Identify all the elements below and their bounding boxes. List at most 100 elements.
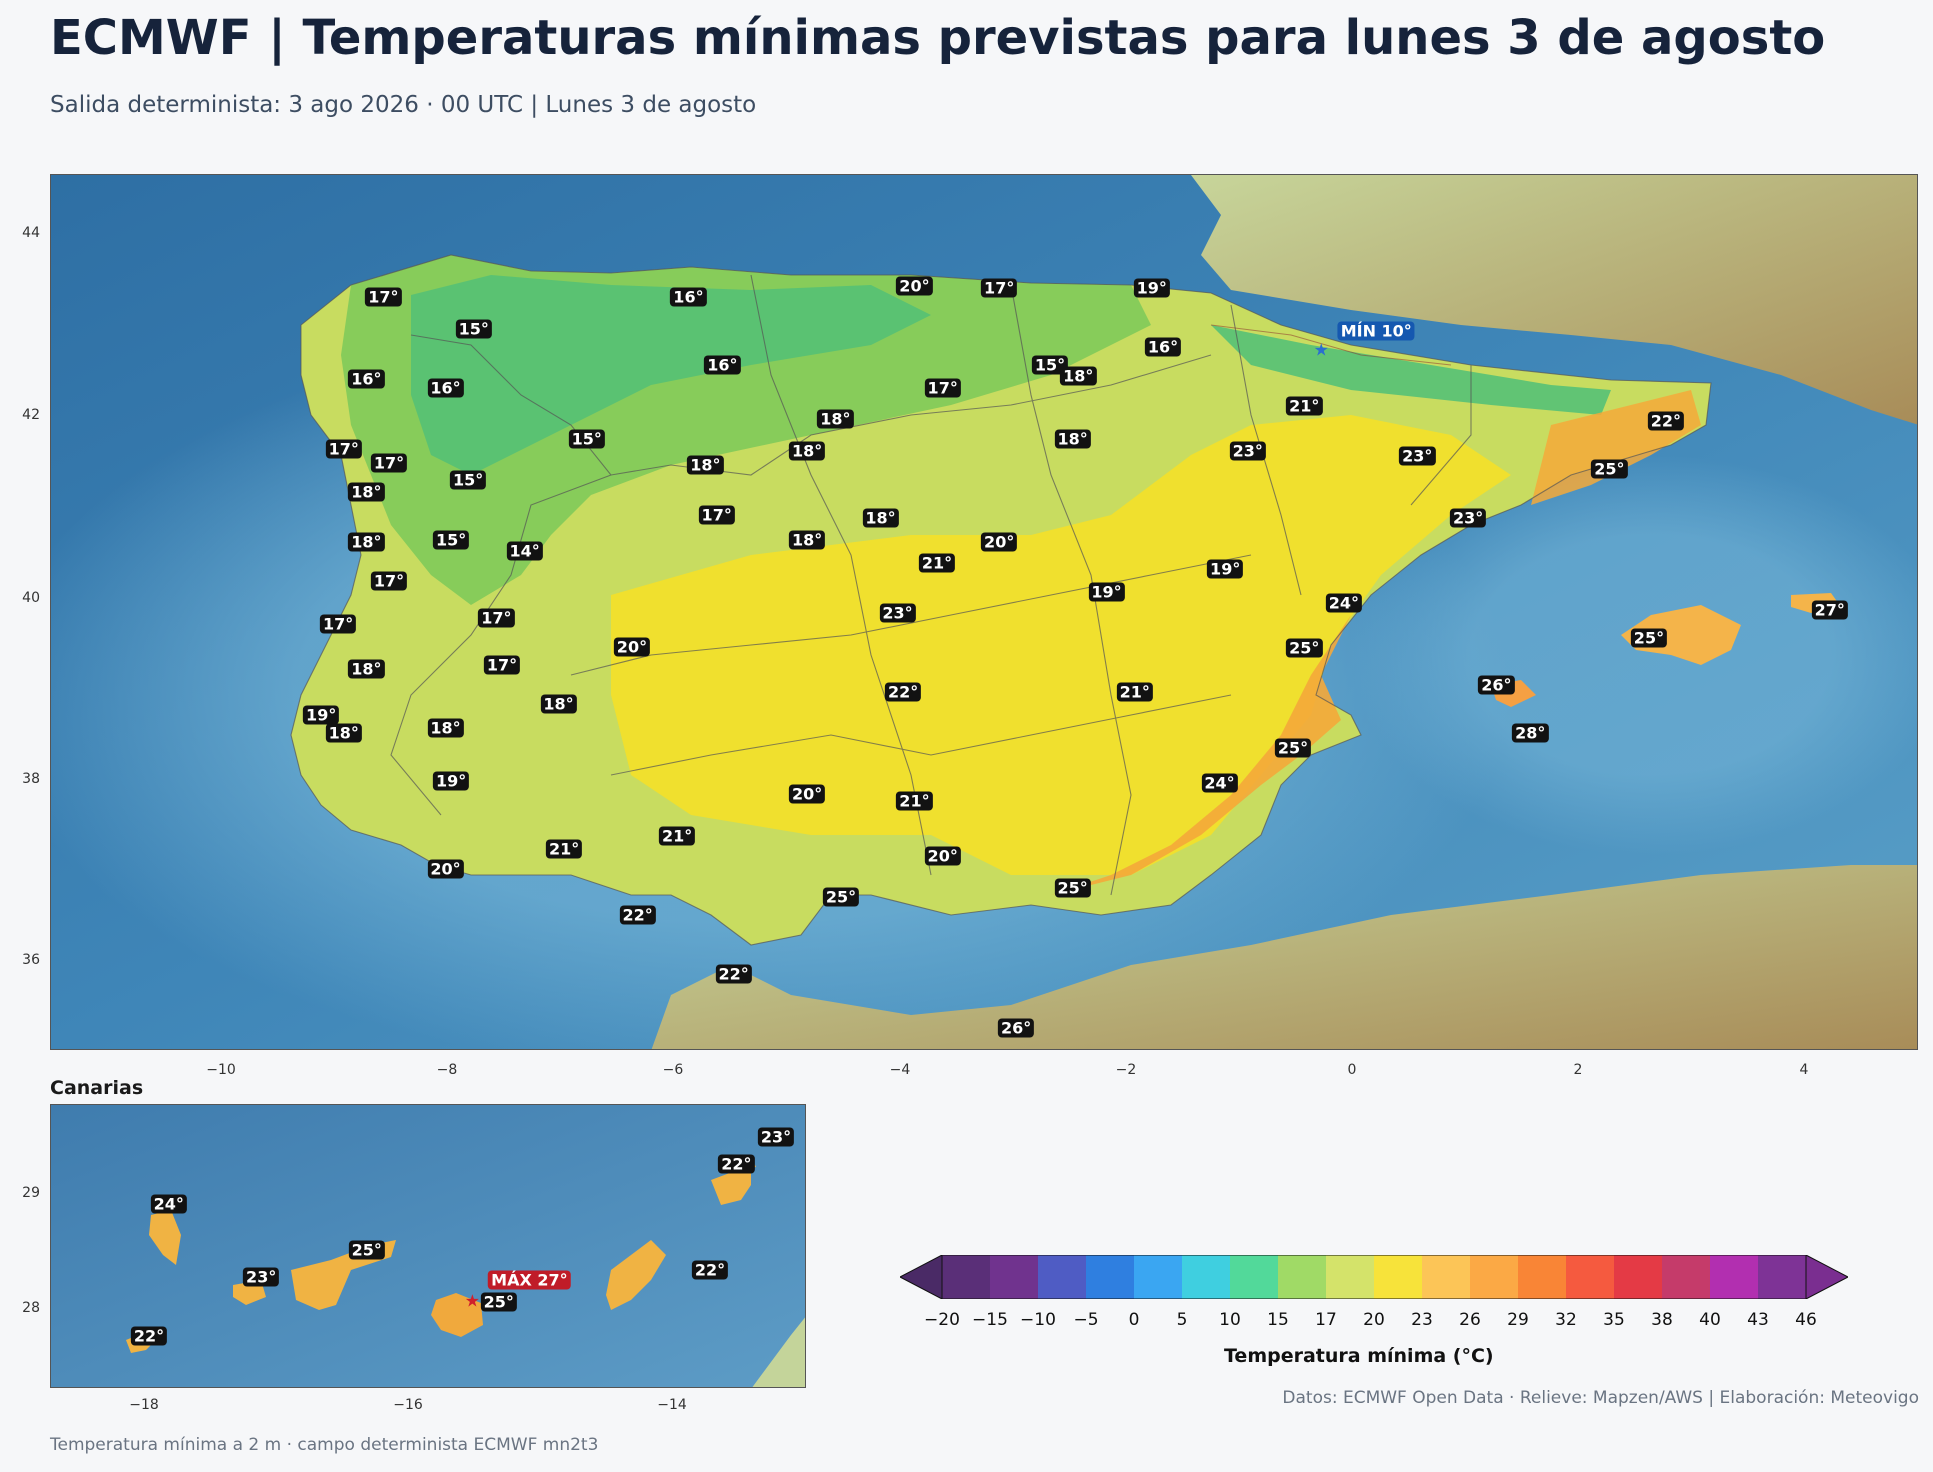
page-title: ECMWF | Temperaturas mínimas previstas p… bbox=[50, 10, 1826, 66]
temperature-label: 25° bbox=[1591, 459, 1628, 479]
temperature-label: 18° bbox=[348, 659, 385, 679]
colorbar-segment bbox=[1566, 1255, 1615, 1299]
temperature-label: 19° bbox=[433, 771, 470, 791]
temperature-label: 27° bbox=[1811, 600, 1848, 620]
temperature-label: 18° bbox=[1060, 366, 1097, 386]
colorbar-tick-label: 38 bbox=[1651, 1310, 1673, 1330]
temperature-label: 16° bbox=[348, 369, 385, 389]
temperature-label: 17° bbox=[924, 378, 961, 398]
temperature-label: 17° bbox=[698, 505, 735, 525]
temperature-label: 21° bbox=[896, 791, 933, 811]
temperature-label: 22° bbox=[715, 964, 752, 984]
temperature-label: 20° bbox=[788, 784, 826, 804]
temperature-label: 20° bbox=[924, 846, 961, 866]
temperature-label: 18° bbox=[817, 409, 854, 429]
colorbar-tick-label: 46 bbox=[1795, 1310, 1817, 1330]
colorbar-segment bbox=[1470, 1255, 1519, 1299]
colorbar-tick-label: −15 bbox=[972, 1310, 1008, 1330]
inset-title: Canarias bbox=[50, 1077, 144, 1099]
temperature-label: 25° bbox=[348, 1240, 385, 1260]
colorbar-tick-label: 20 bbox=[1363, 1310, 1385, 1330]
max-temperature-label: MÁX 27° bbox=[488, 1270, 571, 1290]
min-star-icon: ★ bbox=[1313, 340, 1329, 361]
colorbar-tick-label: 17 bbox=[1315, 1310, 1337, 1330]
colorbar-segment bbox=[1374, 1255, 1423, 1299]
temperature-label: 18° bbox=[788, 530, 826, 550]
y-tick-label: 40 bbox=[22, 590, 40, 606]
y-tick-label: 44 bbox=[22, 225, 40, 241]
colorbar-segment bbox=[1614, 1255, 1663, 1299]
colorbar bbox=[900, 1255, 1848, 1299]
temperature-label: 18° bbox=[1054, 429, 1091, 449]
inset-map-canvas bbox=[51, 1105, 805, 1387]
colorbar-border bbox=[941, 1255, 1807, 1299]
colorbar-tick-label: 32 bbox=[1555, 1310, 1577, 1330]
temperature-label: 17° bbox=[320, 614, 357, 634]
temperature-label: 23° bbox=[1399, 446, 1436, 466]
temperature-label: 24° bbox=[1201, 773, 1238, 793]
colorbar-segment bbox=[1182, 1255, 1231, 1299]
temperature-label: 17° bbox=[365, 287, 402, 307]
temperature-label: 25° bbox=[1054, 878, 1091, 898]
temperature-label: 16° bbox=[704, 355, 741, 375]
temperature-label: 25° bbox=[822, 887, 860, 907]
colorbar-tick-label: 5 bbox=[1176, 1310, 1188, 1330]
x-tick-label: 2 bbox=[1573, 1062, 1583, 1078]
temperature-label: 23° bbox=[757, 1127, 795, 1147]
colorbar-segment bbox=[1230, 1255, 1279, 1299]
temperature-label: 19° bbox=[303, 705, 340, 725]
temperature-label: 19° bbox=[1207, 559, 1244, 579]
temperature-label: 22° bbox=[718, 1154, 755, 1174]
temperature-label: 21° bbox=[546, 839, 583, 859]
temperature-label: 22° bbox=[885, 682, 922, 702]
colorbar-tick-label: −5 bbox=[1073, 1310, 1099, 1330]
main-map-canvas bbox=[51, 175, 1917, 1049]
max-star-icon: ★ bbox=[464, 1291, 481, 1312]
temperature-label: 18° bbox=[788, 441, 826, 461]
y-tick-label: 42 bbox=[22, 407, 40, 423]
temperature-label: 17° bbox=[325, 439, 362, 459]
colorbar-segment bbox=[1518, 1255, 1567, 1299]
temperature-label: 20° bbox=[896, 276, 933, 296]
colorbar-tick-label: 15 bbox=[1267, 1310, 1289, 1330]
main-map[interactable] bbox=[50, 174, 1918, 1050]
temperature-label: 26° bbox=[1478, 675, 1515, 695]
colorbar-label: Temperatura mínima (°C) bbox=[1224, 1345, 1494, 1367]
colorbar-segment bbox=[1422, 1255, 1471, 1299]
colorbar-over-arrow bbox=[1805, 1255, 1848, 1299]
temperature-label: 15° bbox=[455, 319, 492, 339]
temperature-label: 23° bbox=[1450, 508, 1487, 528]
credits: Datos: ECMWF Open Data · Relieve: Mapzen… bbox=[1282, 1388, 1919, 1408]
temperature-label: 23° bbox=[879, 603, 916, 623]
x-tick-label: −10 bbox=[206, 1062, 236, 1078]
temperature-label: 24° bbox=[1325, 593, 1362, 613]
temperature-label: 20° bbox=[981, 532, 1018, 552]
temperature-label: 28° bbox=[1512, 723, 1549, 743]
colorbar-tick-label: 0 bbox=[1128, 1310, 1140, 1330]
temperature-label: 24° bbox=[150, 1194, 187, 1214]
temperature-label: 16° bbox=[670, 287, 707, 307]
y-tick-label: 38 bbox=[22, 771, 40, 787]
temperature-label: 18° bbox=[427, 718, 464, 738]
colorbar-tick-label: 26 bbox=[1459, 1310, 1481, 1330]
temperature-label: 20° bbox=[613, 637, 651, 657]
x-tick-label: −2 bbox=[1115, 1062, 1137, 1078]
colorbar-segment bbox=[1758, 1255, 1807, 1299]
temperature-label: 17° bbox=[981, 278, 1018, 298]
temperature-label: 17° bbox=[483, 655, 521, 675]
temperature-label: 22° bbox=[619, 905, 656, 925]
temperature-label: 21° bbox=[1286, 396, 1323, 416]
colorbar-tick-label: −20 bbox=[924, 1310, 960, 1330]
temperature-label: 18° bbox=[862, 508, 899, 528]
colorbar-segment bbox=[1278, 1255, 1327, 1299]
temperature-label: 21° bbox=[1116, 682, 1153, 702]
colorbar-tick-label: 29 bbox=[1507, 1310, 1529, 1330]
temperature-label: 17° bbox=[370, 571, 408, 591]
temperature-label: 18° bbox=[348, 482, 385, 502]
inset-y-tick-label: 29 bbox=[22, 1185, 40, 1201]
canarias-inset-map[interactable] bbox=[50, 1104, 806, 1388]
inset-x-tick-label: −16 bbox=[393, 1397, 423, 1413]
temperature-label: 20° bbox=[427, 859, 464, 879]
colorbar-segment bbox=[1086, 1255, 1135, 1299]
temperature-label: 25° bbox=[1274, 738, 1312, 758]
